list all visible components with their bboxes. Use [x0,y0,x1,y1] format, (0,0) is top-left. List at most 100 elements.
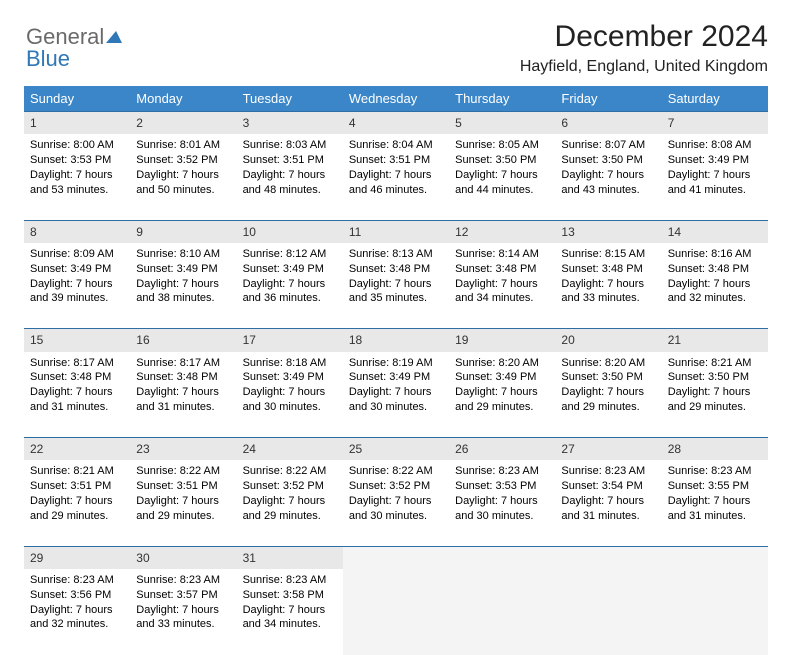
daylight-text: Daylight: 7 hours and 29 minutes. [243,494,337,524]
daylight-text: Daylight: 7 hours and 43 minutes. [561,168,655,198]
sunset-text: Sunset: 3:56 PM [30,588,124,603]
day-content-cell: Sunrise: 8:16 AMSunset: 3:48 PMDaylight:… [662,243,768,329]
sunset-text: Sunset: 3:49 PM [243,262,337,277]
daylight-text: Daylight: 7 hours and 30 minutes. [349,385,443,415]
title-block: December 2024 Hayfield, England, United … [520,20,768,76]
sunrise-text: Sunrise: 8:00 AM [30,138,124,153]
weekday-header: Monday [130,86,236,112]
sunset-text: Sunset: 3:51 PM [136,479,230,494]
sunset-text: Sunset: 3:48 PM [136,370,230,385]
sunset-text: Sunset: 3:50 PM [668,370,762,385]
day-number-row: 15161718192021 [24,329,768,352]
day-number-cell: 26 [449,438,555,461]
day-number-cell: 14 [662,220,768,243]
day-content-cell: Sunrise: 8:15 AMSunset: 3:48 PMDaylight:… [555,243,661,329]
sunrise-text: Sunrise: 8:22 AM [243,464,337,479]
sunset-text: Sunset: 3:51 PM [349,153,443,168]
day-content-cell: Sunrise: 8:07 AMSunset: 3:50 PMDaylight:… [555,134,661,220]
sunset-text: Sunset: 3:51 PM [30,479,124,494]
day-number-cell: 10 [237,220,343,243]
daylight-text: Daylight: 7 hours and 53 minutes. [30,168,124,198]
sunrise-text: Sunrise: 8:15 AM [561,247,655,262]
sunset-text: Sunset: 3:49 PM [30,262,124,277]
day-content-cell: Sunrise: 8:19 AMSunset: 3:49 PMDaylight:… [343,352,449,438]
day-content-cell: Sunrise: 8:18 AMSunset: 3:49 PMDaylight:… [237,352,343,438]
day-number-cell: 19 [449,329,555,352]
sunrise-text: Sunrise: 8:08 AM [668,138,762,153]
sunrise-text: Sunrise: 8:12 AM [243,247,337,262]
day-content-cell: Sunrise: 8:00 AMSunset: 3:53 PMDaylight:… [24,134,130,220]
sunrise-text: Sunrise: 8:04 AM [349,138,443,153]
sunset-text: Sunset: 3:52 PM [243,479,337,494]
daylight-text: Daylight: 7 hours and 35 minutes. [349,277,443,307]
day-content-cell: Sunrise: 8:21 AMSunset: 3:51 PMDaylight:… [24,460,130,546]
daylight-text: Daylight: 7 hours and 30 minutes. [455,494,549,524]
day-content-row: Sunrise: 8:09 AMSunset: 3:49 PMDaylight:… [24,243,768,329]
sunrise-text: Sunrise: 8:23 AM [455,464,549,479]
day-number-cell: 7 [662,112,768,135]
sunset-text: Sunset: 3:48 PM [561,262,655,277]
sunrise-text: Sunrise: 8:23 AM [30,573,124,588]
day-content-cell: Sunrise: 8:17 AMSunset: 3:48 PMDaylight:… [130,352,236,438]
day-number-cell: 3 [237,112,343,135]
day-number-cell: 25 [343,438,449,461]
calendar-table: Sunday Monday Tuesday Wednesday Thursday… [24,86,768,655]
logo-text: General Blue [26,26,124,70]
day-number-cell: 24 [237,438,343,461]
sunset-text: Sunset: 3:50 PM [455,153,549,168]
weekday-header: Friday [555,86,661,112]
page-subtitle: Hayfield, England, United Kingdom [520,58,768,76]
sunset-text: Sunset: 3:48 PM [455,262,549,277]
sunset-text: Sunset: 3:53 PM [30,153,124,168]
day-number-cell: 28 [662,438,768,461]
page-header: General Blue December 2024 Hayfield, Eng… [24,20,768,76]
daylight-text: Daylight: 7 hours and 34 minutes. [243,603,337,633]
sunrise-text: Sunrise: 8:23 AM [243,573,337,588]
sunrise-text: Sunrise: 8:09 AM [30,247,124,262]
sunset-text: Sunset: 3:52 PM [349,479,443,494]
logo-part2: Blue [26,46,70,71]
day-number-cell: 30 [130,546,236,569]
daylight-text: Daylight: 7 hours and 44 minutes. [455,168,549,198]
sunrise-text: Sunrise: 8:13 AM [349,247,443,262]
daylight-text: Daylight: 7 hours and 33 minutes. [561,277,655,307]
daylight-text: Daylight: 7 hours and 29 minutes. [136,494,230,524]
weekday-header: Tuesday [237,86,343,112]
weekday-header: Wednesday [343,86,449,112]
day-number-row: 1234567 [24,112,768,135]
day-number-cell: 31 [237,546,343,569]
logo-sail-icon [104,29,124,45]
sunrise-text: Sunrise: 8:21 AM [30,464,124,479]
sunset-text: Sunset: 3:49 PM [668,153,762,168]
day-number-cell: 27 [555,438,661,461]
daylight-text: Daylight: 7 hours and 36 minutes. [243,277,337,307]
sunset-text: Sunset: 3:52 PM [136,153,230,168]
day-number-cell [343,546,449,569]
sunset-text: Sunset: 3:49 PM [136,262,230,277]
day-number-cell: 9 [130,220,236,243]
sunset-text: Sunset: 3:48 PM [30,370,124,385]
weekday-header-row: Sunday Monday Tuesday Wednesday Thursday… [24,86,768,112]
day-number-cell [555,546,661,569]
day-number-cell: 1 [24,112,130,135]
sunrise-text: Sunrise: 8:20 AM [455,356,549,371]
logo: General Blue [24,20,124,70]
daylight-text: Daylight: 7 hours and 33 minutes. [136,603,230,633]
daylight-text: Daylight: 7 hours and 32 minutes. [30,603,124,633]
sunrise-text: Sunrise: 8:14 AM [455,247,549,262]
day-content-row: Sunrise: 8:21 AMSunset: 3:51 PMDaylight:… [24,460,768,546]
sunset-text: Sunset: 3:48 PM [349,262,443,277]
sunset-text: Sunset: 3:49 PM [455,370,549,385]
day-number-cell: 11 [343,220,449,243]
day-content-row: Sunrise: 8:17 AMSunset: 3:48 PMDaylight:… [24,352,768,438]
day-content-cell: Sunrise: 8:22 AMSunset: 3:52 PMDaylight:… [343,460,449,546]
daylight-text: Daylight: 7 hours and 30 minutes. [349,494,443,524]
sunrise-text: Sunrise: 8:22 AM [136,464,230,479]
day-number-cell: 22 [24,438,130,461]
sunrise-text: Sunrise: 8:23 AM [561,464,655,479]
day-number-row: 293031 [24,546,768,569]
sunrise-text: Sunrise: 8:17 AM [30,356,124,371]
day-number-cell: 20 [555,329,661,352]
day-number-cell: 8 [24,220,130,243]
sunset-text: Sunset: 3:50 PM [561,370,655,385]
